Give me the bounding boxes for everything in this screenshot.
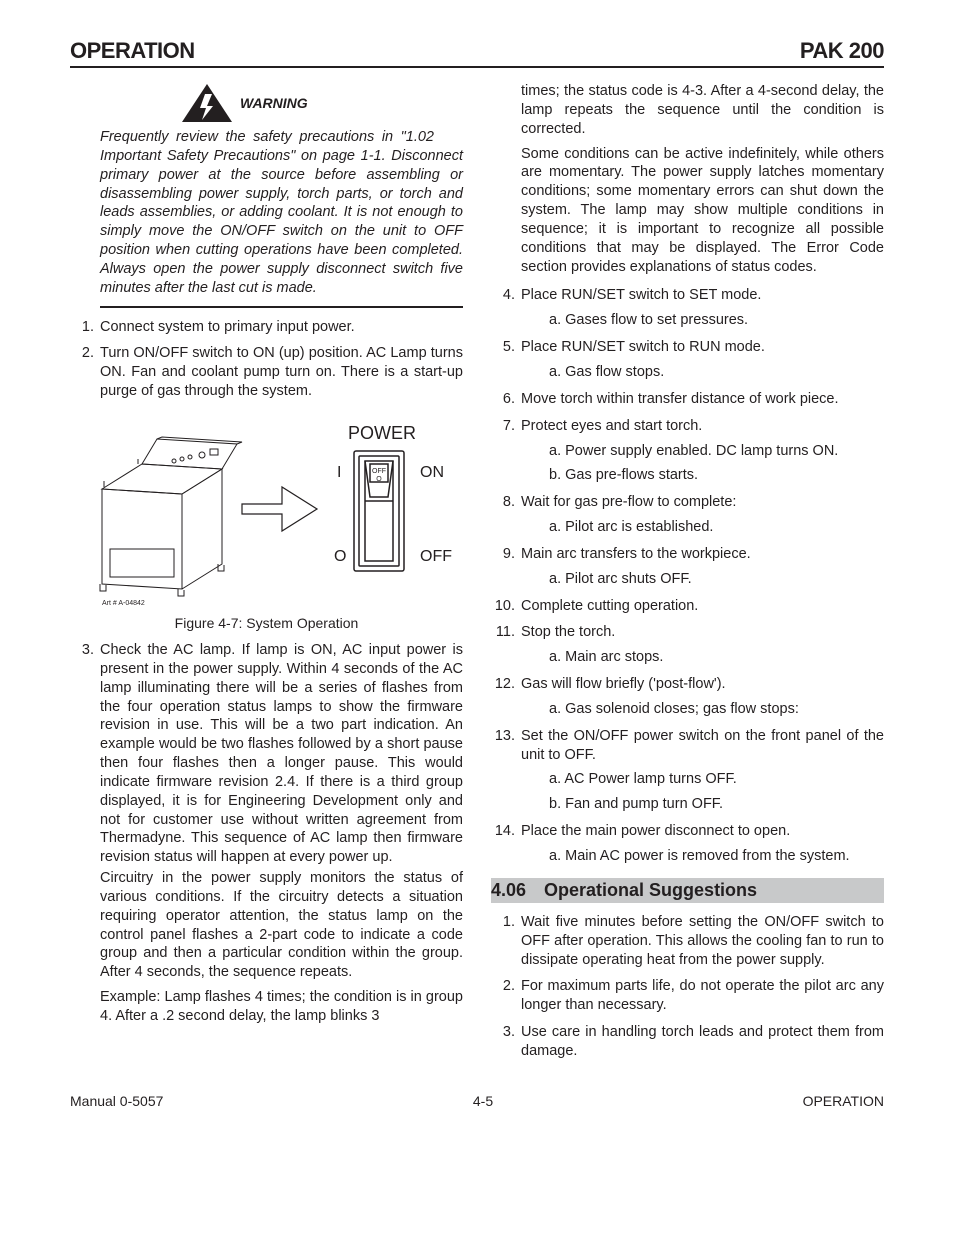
list-item: Place the main power disconnect to open.… xyxy=(491,822,884,866)
list-item: Main arc transfers to the workpiece. a. … xyxy=(491,545,884,589)
i-label: I xyxy=(337,464,341,481)
right-ordered-list: Place RUN/SET switch to SET mode. a. Gas… xyxy=(491,286,884,865)
list-item: Turn ON/OFF switch to ON (up) position. … xyxy=(70,344,463,401)
footer-page-number: 4-5 xyxy=(473,1093,493,1109)
sub-list-item: a. Pilot arc is established. xyxy=(533,518,884,537)
sub-list-item: b. Fan and pump turn OFF. xyxy=(533,795,884,814)
list-item-para: Example: Lamp flashes 4 times; the condi… xyxy=(100,988,463,1026)
list-item: Use care in handling torch leads and pro… xyxy=(491,1023,884,1061)
system-operation-figure: Art # A-04842 POWER I ON O OFF xyxy=(82,409,452,609)
list-item: Place RUN/SET switch to SET mode. a. Gas… xyxy=(491,286,884,330)
list-item-text: Check the AC lamp. If lamp is ON, AC inp… xyxy=(100,642,463,865)
figure-caption: Figure 4-7: System Operation xyxy=(70,615,463,631)
list-item-text: Protect eyes and start torch. xyxy=(521,418,702,434)
list-item: Wait five minutes before setting the ON/… xyxy=(491,913,884,970)
list-item-text: Stop the torch. xyxy=(521,624,615,640)
sub-list-item: a. Gas flow stops. xyxy=(533,363,884,382)
warning-block: WARNING Frequently review the safety pre… xyxy=(100,82,463,308)
sub-list-item: a. Main arc stops. xyxy=(533,648,884,667)
sub-list-item: a. Main AC power is removed from the sys… xyxy=(533,847,884,866)
continuation-para: times; the status code is 4-3. After a 4… xyxy=(491,82,884,139)
page-footer: Manual 0-5057 4-5 OPERATION xyxy=(70,1093,884,1109)
power-label: POWER xyxy=(347,423,415,443)
left-ordered-list-cont: Check the AC lamp. If lamp is ON, AC inp… xyxy=(70,641,463,1026)
list-item-para: Circuitry in the power supply monitors t… xyxy=(100,869,463,982)
sub-list-item: a. AC Power lamp turns OFF. xyxy=(533,770,884,789)
warning-icon xyxy=(180,82,234,124)
list-item: For maximum parts life, do not operate t… xyxy=(491,977,884,1015)
footer-section: OPERATION xyxy=(803,1093,884,1109)
sub-list: a. Main AC power is removed from the sys… xyxy=(521,847,884,866)
sub-list-item: a. Gas solenoid closes; gas flow stops: xyxy=(533,700,884,719)
sub-list: a. Power supply enabled. DC lamp turns O… xyxy=(521,442,884,486)
list-item: Check the AC lamp. If lamp is ON, AC inp… xyxy=(70,641,463,1026)
list-item: Wait for gas pre-flow to complete: a. Pi… xyxy=(491,493,884,537)
list-item-text: Wait for gas pre-flow to complete: xyxy=(521,494,736,510)
right-column: times; the status code is 4-3. After a 4… xyxy=(491,82,884,1069)
section-heading: 4.06 Operational Suggestions xyxy=(491,878,884,903)
list-item: Protect eyes and start torch. a. Power s… xyxy=(491,417,884,486)
o-label: O xyxy=(334,548,346,565)
list-item: Place RUN/SET switch to RUN mode. a. Gas… xyxy=(491,338,884,382)
sub-list: a. Pilot arc is established. xyxy=(521,518,884,537)
continuation-para: Some conditions can be active indefinite… xyxy=(491,145,884,277)
sub-list-item: a. Gases flow to set pressures. xyxy=(533,311,884,330)
sub-list: a. AC Power lamp turns OFF. b. Fan and p… xyxy=(521,770,884,814)
sub-list: a. Gas solenoid closes; gas flow stops: xyxy=(521,700,884,719)
header-section-title: OPERATION xyxy=(70,38,195,64)
list-item-text: Place RUN/SET switch to RUN mode. xyxy=(521,339,765,355)
warning-label: WARNING xyxy=(240,95,308,111)
suggestions-list: Wait five minutes before setting the ON/… xyxy=(491,913,884,1061)
header-product-title: PAK 200 xyxy=(800,38,884,64)
list-item: Move torch within transfer distance of w… xyxy=(491,390,884,409)
page-header: OPERATION PAK 200 xyxy=(70,38,884,68)
off-small-label: OFF xyxy=(372,468,386,475)
off-label: OFF xyxy=(420,548,452,565)
list-item: Connect system to primary input power. xyxy=(70,318,463,337)
left-column: WARNING Frequently review the safety pre… xyxy=(70,82,463,1069)
o-small-label: O xyxy=(376,476,382,483)
sub-list-item: a. Power supply enabled. DC lamp turns O… xyxy=(533,442,884,461)
list-item-text: Place RUN/SET switch to SET mode. xyxy=(521,287,761,303)
content-columns: WARNING Frequently review the safety pre… xyxy=(70,82,884,1069)
figure-block: Art # A-04842 POWER I ON O OFF xyxy=(70,409,463,631)
list-item-text: Main arc transfers to the workpiece. xyxy=(521,546,751,562)
sub-list: a. Pilot arc shuts OFF. xyxy=(521,570,884,589)
sub-list: a. Gases flow to set pressures. xyxy=(521,311,884,330)
list-item: Set the ON/OFF power switch on the front… xyxy=(491,727,884,814)
list-item: Complete cutting operation. xyxy=(491,597,884,616)
warning-text: Frequently review the safety precautions… xyxy=(100,128,463,308)
list-item: Gas will flow briefly ('post-flow'). a. … xyxy=(491,675,884,719)
sub-list-item: a. Pilot arc shuts OFF. xyxy=(533,570,884,589)
list-item-text: Set the ON/OFF power switch on the front… xyxy=(521,728,884,763)
left-ordered-list: Connect system to primary input power. T… xyxy=(70,318,463,401)
sub-list: a. Main arc stops. xyxy=(521,648,884,667)
sub-list-item: b. Gas pre-flows starts. xyxy=(533,466,884,485)
warning-header: WARNING xyxy=(180,82,463,124)
list-item-text: Place the main power disconnect to open. xyxy=(521,823,790,839)
sub-list: a. Gas flow stops. xyxy=(521,363,884,382)
footer-manual-number: Manual 0-5057 xyxy=(70,1093,163,1109)
list-item-text: Gas will flow briefly ('post-flow'). xyxy=(521,676,726,692)
art-number: Art # A-04842 xyxy=(102,600,145,607)
list-item: Stop the torch. a. Main arc stops. xyxy=(491,623,884,667)
on-label: ON xyxy=(420,464,444,481)
